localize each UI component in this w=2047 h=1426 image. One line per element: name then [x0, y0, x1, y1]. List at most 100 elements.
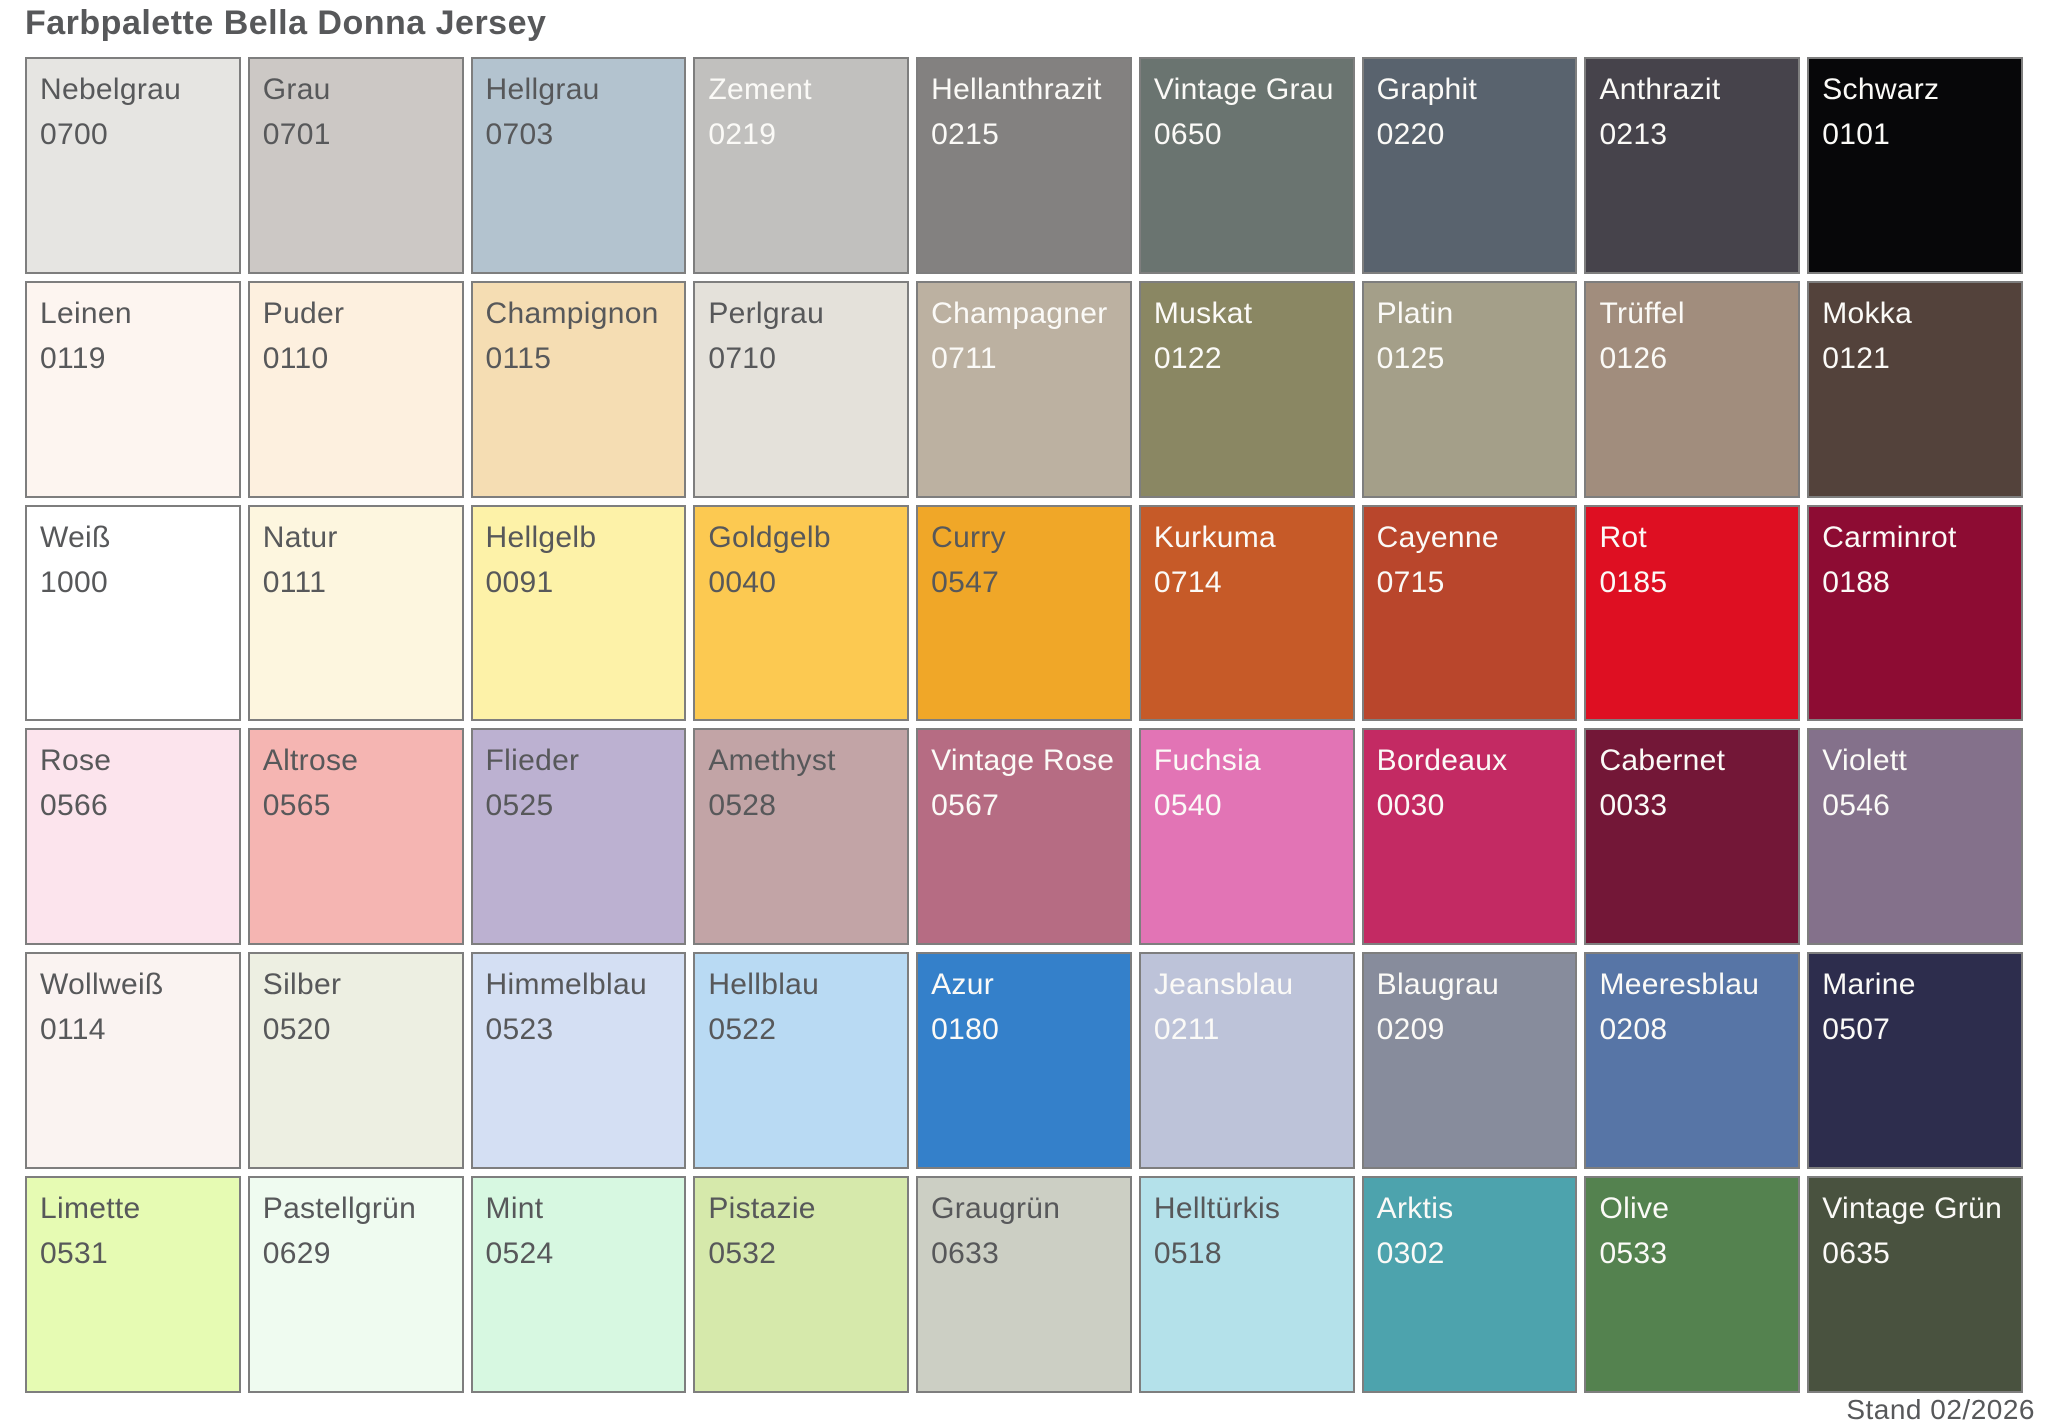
swatch-code: 0523 [485, 1013, 554, 1047]
swatch-code: 0711 [931, 341, 997, 375]
swatch-code: 0101 [1822, 118, 1891, 151]
swatch-code: 0547 [931, 565, 1000, 599]
swatch-name: Arktis [1376, 1192, 1454, 1226]
swatch-code: 0518 [1153, 1237, 1222, 1271]
swatch-name: Jeansblau [1153, 968, 1294, 1002]
swatch-name: Olive [1599, 1192, 1670, 1226]
swatch-name: Cayenne [1376, 520, 1499, 554]
swatch-code: 0209 [1376, 1013, 1445, 1047]
swatch-name: Amethyst [708, 744, 836, 778]
color-swatch-0122: Muskat 0122 [1138, 280, 1355, 498]
swatch-name: Champignon [485, 296, 659, 330]
color-swatch-0211: Jeansblau 0211 [1138, 952, 1355, 1170]
color-swatch-0532: Pistazie 0532 [693, 1176, 910, 1393]
color-swatch-0633: Graugrün 0633 [916, 1176, 1132, 1393]
swatch-name: Azur [931, 968, 994, 1002]
color-swatch-0546: Violett 0546 [1807, 728, 2023, 946]
color-swatch-0119: Leinen 0119 [25, 280, 241, 498]
swatch-code: 0125 [1376, 341, 1445, 375]
swatch-name: Schwarz [1822, 73, 1940, 106]
swatch-code: 0040 [708, 565, 777, 599]
swatch-name: Perlgrau [708, 296, 825, 330]
swatch-code: 0522 [708, 1013, 777, 1047]
swatch-name: Hellblau [708, 968, 820, 1002]
swatch-code: 0531 [40, 1237, 108, 1271]
color-swatch-0208: Meeresblau 0208 [1584, 952, 1801, 1170]
color-swatch-0114: Wollweiß 0114 [25, 952, 241, 1170]
color-swatch-0125: Platin 0125 [1361, 280, 1578, 498]
swatch-code: 0635 [1822, 1237, 1891, 1271]
swatch-code: 0185 [1599, 565, 1668, 599]
swatch-code: 0220 [1376, 118, 1445, 151]
swatch-name: Rot [1599, 520, 1648, 554]
color-swatch-0110: Puder 0110 [247, 280, 464, 498]
color-swatch-0635: Vintage Grün 0635 [1807, 1176, 2023, 1393]
color-swatch-0111: Natur 0111 [247, 504, 464, 722]
swatch-name: Wollweiß [40, 968, 164, 1002]
swatch-code: 0215 [931, 118, 1000, 151]
color-swatch-0540: Fuchsia 0540 [1138, 728, 1355, 946]
swatch-code: 0213 [1599, 118, 1668, 151]
swatch-name: Champagner [931, 296, 1108, 330]
swatch-name: Marine [1822, 968, 1916, 1002]
color-swatch-0528: Amethyst 0528 [693, 728, 910, 946]
swatch-code: 0180 [931, 1013, 1000, 1047]
color-swatch-0213: Anthrazit 0213 [1584, 57, 1801, 274]
swatch-code: 0532 [708, 1237, 777, 1271]
color-swatch-0567: Vintage Rose 0567 [916, 728, 1132, 946]
swatch-code: 0030 [1376, 789, 1445, 823]
swatch-name: Violett [1822, 744, 1908, 778]
color-swatch-0547: Curry 0547 [916, 504, 1132, 722]
color-swatch-0700: Nebelgrau 0700 [25, 57, 241, 274]
swatch-name: Mint [485, 1192, 544, 1226]
color-swatch-0091: Hellgelb 0091 [470, 504, 687, 722]
revision-date: Stand 02/2026 [1846, 1394, 2035, 1425]
color-swatch-0531: Limette 0531 [25, 1176, 241, 1393]
swatch-code: 0566 [40, 789, 108, 823]
swatch-code: 0533 [1599, 1237, 1668, 1271]
color-swatch-0185: Rot 0185 [1584, 504, 1801, 722]
swatch-code: 0126 [1599, 341, 1668, 375]
swatch-name: Vintage Grün [1822, 1192, 2003, 1226]
swatch-name: Mokka [1822, 296, 1913, 330]
swatch-code: 0715 [1376, 565, 1445, 599]
color-swatch-0126: Trüffel 0126 [1584, 280, 1801, 498]
swatch-name: Helltürkis [1153, 1192, 1281, 1226]
color-swatch-0533: Olive 0533 [1584, 1176, 1801, 1393]
swatch-name: Hellanthrazit [931, 73, 1102, 106]
color-swatch-0629: Pastellgrün 0629 [247, 1176, 464, 1393]
swatch-code: 0188 [1822, 565, 1891, 599]
color-grid: Nebelgrau 0700 Grau 0701 Hellgrau 0703 Z… [25, 57, 2023, 1393]
swatch-code: 0119 [40, 341, 106, 375]
swatch-name: Altrose [262, 744, 359, 778]
color-swatch-0565: Altrose 0565 [247, 728, 464, 946]
swatch-code: 0111 [262, 565, 327, 599]
color-swatch-0040: Goldgelb 0040 [693, 504, 910, 722]
swatch-code: 0507 [1822, 1013, 1891, 1047]
swatch-name: Zement [708, 73, 812, 106]
swatch-name: Leinen [40, 296, 132, 330]
swatch-name: Goldgelb [708, 520, 831, 554]
swatch-code: 0540 [1153, 789, 1222, 823]
color-swatch-0302: Arktis 0302 [1361, 1176, 1578, 1393]
swatch-name: Pistazie [708, 1192, 816, 1226]
color-swatch-0215: Hellanthrazit 0215 [916, 57, 1132, 274]
swatch-name: Hellgelb [485, 520, 597, 554]
swatch-code: 0650 [1153, 118, 1222, 151]
swatch-name: Puder [262, 296, 345, 330]
swatch-code: 0703 [485, 118, 554, 151]
color-swatch-0711: Champagner 0711 [916, 280, 1132, 498]
color-swatch-0030: Bordeaux 0030 [1361, 728, 1578, 946]
color-swatch-0220: Graphit 0220 [1361, 57, 1578, 274]
swatch-code: 0633 [931, 1237, 1000, 1271]
color-swatch-0710: Perlgrau 0710 [693, 280, 910, 498]
color-swatch-0518: Helltürkis 0518 [1138, 1176, 1355, 1393]
color-swatch-0033: Cabernet 0033 [1584, 728, 1801, 946]
color-swatch-0714: Kurkuma 0714 [1138, 504, 1355, 722]
color-swatch-0522: Hellblau 0522 [693, 952, 910, 1170]
swatch-code: 0714 [1153, 565, 1222, 599]
color-swatch-0703: Hellgrau 0703 [470, 57, 687, 274]
swatch-name: Vintage Rose [931, 744, 1115, 778]
color-swatch-0520: Silber 0520 [247, 952, 464, 1170]
